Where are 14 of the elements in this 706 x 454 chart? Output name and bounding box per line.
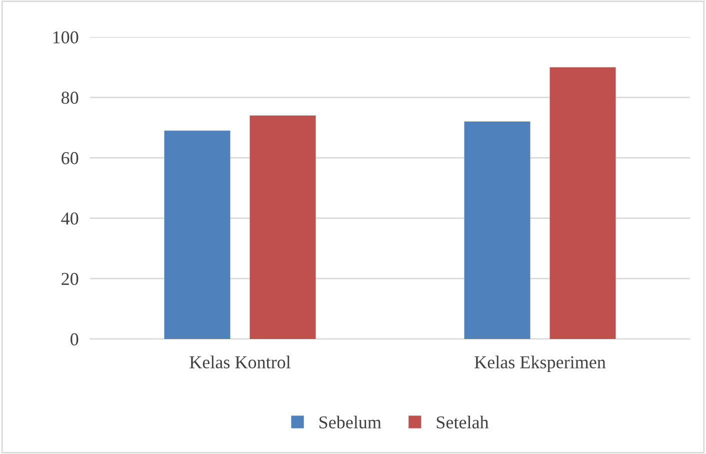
y-tick-label: 100 bbox=[53, 31, 78, 44]
x-tick-label: Kelas Eksperimen bbox=[474, 356, 606, 372]
legend-label: Setelah bbox=[436, 416, 489, 428]
y-tick-label: 60 bbox=[62, 152, 78, 164]
y-tick-label: 0 bbox=[70, 333, 78, 346]
legend-label: Sebelum bbox=[320, 416, 382, 428]
y-tick-label: 40 bbox=[61, 212, 78, 225]
y-tick-label: 20 bbox=[62, 272, 78, 286]
bar bbox=[464, 122, 530, 339]
bar bbox=[164, 130, 230, 339]
y-tick-label: 80 bbox=[62, 92, 78, 104]
bar bbox=[550, 67, 616, 339]
bar bbox=[250, 116, 316, 339]
x-tick-label: Kelas Kontrol bbox=[190, 356, 291, 368]
